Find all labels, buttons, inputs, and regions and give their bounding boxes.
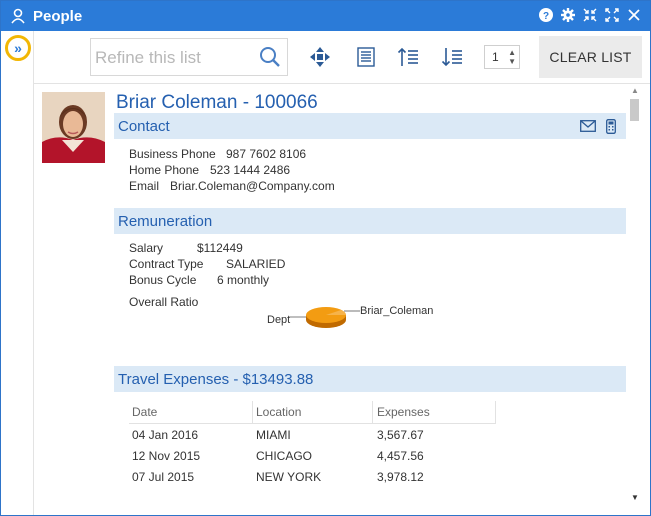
business-phone-label: Business Phone bbox=[129, 147, 216, 161]
close-icon[interactable] bbox=[626, 7, 642, 23]
table-cell: NEW YORK bbox=[256, 470, 322, 484]
move-icon[interactable] bbox=[308, 45, 332, 69]
pie-label-person: Briar_Coleman bbox=[360, 305, 434, 317]
scroll-up-icon[interactable]: ▲ bbox=[631, 86, 639, 95]
contact-section-header: Contact bbox=[114, 113, 626, 139]
page-stepper[interactable]: 1 ▲ ▼ bbox=[484, 45, 520, 69]
page-stepper-value: 1 bbox=[492, 50, 499, 64]
expand-panel-button[interactable]: » bbox=[5, 35, 31, 61]
help-icon[interactable]: ? bbox=[538, 7, 554, 23]
table-cell: 3,567.67 bbox=[377, 428, 424, 442]
email-value[interactable]: Briar.Coleman@Company.com bbox=[170, 179, 335, 193]
column-header[interactable]: Location bbox=[256, 405, 302, 419]
toolbar: 1 ▲▼ CLEAR LIST bbox=[34, 31, 650, 84]
home-phone-value: 523 1444 2486 bbox=[210, 163, 291, 177]
table-cell: 4,457.56 bbox=[377, 449, 424, 463]
table-cell: MIAMI bbox=[256, 428, 291, 442]
contact-heading: Contact bbox=[118, 118, 170, 135]
contract-type-value: SALARIED bbox=[226, 257, 286, 271]
ratio-pie-chart bbox=[289, 307, 360, 328]
salary-label: Salary bbox=[129, 241, 164, 255]
left-rail: » bbox=[1, 31, 34, 515]
double-chevron-right-icon: » bbox=[14, 40, 22, 56]
business-phone-value: 987 7602 8106 bbox=[226, 147, 307, 161]
person-icon bbox=[11, 8, 25, 29]
stepper-arrows-icon[interactable]: ▲ ▼ bbox=[508, 48, 516, 66]
table-cell: 12 Nov 2015 bbox=[132, 449, 201, 463]
table-row[interactable]: 04 Jan 2016 MIAMI 3,567.67 bbox=[129, 425, 496, 445]
pie-label-dept: Dept bbox=[267, 314, 291, 326]
bonus-cycle-value: 6 monthly bbox=[217, 273, 270, 287]
phone-icon[interactable] bbox=[606, 119, 616, 138]
remuneration-section-header: Remuneration bbox=[114, 208, 626, 234]
table-cell: CHICAGO bbox=[256, 449, 313, 463]
gear-icon[interactable] bbox=[560, 7, 576, 23]
table-cell: 07 Jul 2015 bbox=[132, 470, 195, 484]
table-row[interactable]: 12 Nov 2015 CHICAGO 4,457.56 bbox=[129, 446, 496, 466]
travel-expenses-table: Date Location Expenses 04 Jan 2016 MIAMI… bbox=[129, 401, 496, 499]
collapse-icon[interactable] bbox=[582, 7, 598, 23]
column-header[interactable]: Expenses bbox=[377, 405, 430, 419]
bonus-cycle-label: Bonus Cycle bbox=[129, 273, 197, 287]
scroll-down-icon[interactable]: ▼ bbox=[631, 493, 639, 502]
title-bar: People ? bbox=[1, 1, 650, 31]
column-divider bbox=[372, 401, 373, 423]
scrollbar-thumb[interactable] bbox=[630, 99, 639, 121]
table-cell: 04 Jan 2016 bbox=[132, 428, 199, 442]
svg-text:?: ? bbox=[543, 11, 549, 22]
column-divider bbox=[495, 401, 496, 423]
search-input[interactable] bbox=[93, 45, 257, 71]
email-label: Email bbox=[129, 179, 160, 193]
contract-type-label: Contract Type bbox=[129, 257, 204, 271]
person-name: Briar Coleman - 100066 bbox=[116, 92, 318, 113]
table-row[interactable]: 07 Jul 2015 NEW YORK 3,978.12 bbox=[129, 467, 496, 487]
travel-heading: Travel Expenses - $13493.88 bbox=[118, 371, 314, 388]
column-header[interactable]: Date bbox=[132, 405, 158, 419]
column-divider bbox=[252, 401, 253, 423]
clear-list-button[interactable]: CLEAR LIST bbox=[539, 36, 642, 78]
expand-icon[interactable] bbox=[604, 7, 620, 23]
mail-icon[interactable] bbox=[580, 119, 596, 138]
contact-actions bbox=[580, 119, 616, 138]
salary-value: $112449 bbox=[197, 241, 243, 255]
home-phone-label: Home Phone bbox=[129, 163, 200, 177]
sort-ascending-icon[interactable] bbox=[396, 45, 420, 69]
list-icon[interactable] bbox=[354, 45, 378, 69]
search-box bbox=[90, 38, 288, 76]
overall-ratio-label: Overall Ratio bbox=[129, 295, 199, 309]
table-cell: 3,978.12 bbox=[377, 470, 424, 484]
window-title: People bbox=[33, 8, 83, 25]
search-icon[interactable] bbox=[259, 46, 281, 73]
remuneration-heading: Remuneration bbox=[118, 213, 213, 230]
table-header-row: Date Location Expenses bbox=[129, 401, 496, 424]
vertical-scrollbar[interactable]: ▲ ▼ bbox=[627, 84, 643, 506]
person-detail-panel: Briar Coleman - 100066 Contact Business … bbox=[34, 84, 626, 504]
title-actions: ? bbox=[538, 7, 642, 23]
avatar bbox=[42, 92, 105, 163]
travel-section-header: Travel Expenses - $13493.88 bbox=[114, 366, 626, 392]
sort-descending-icon[interactable] bbox=[440, 45, 464, 69]
